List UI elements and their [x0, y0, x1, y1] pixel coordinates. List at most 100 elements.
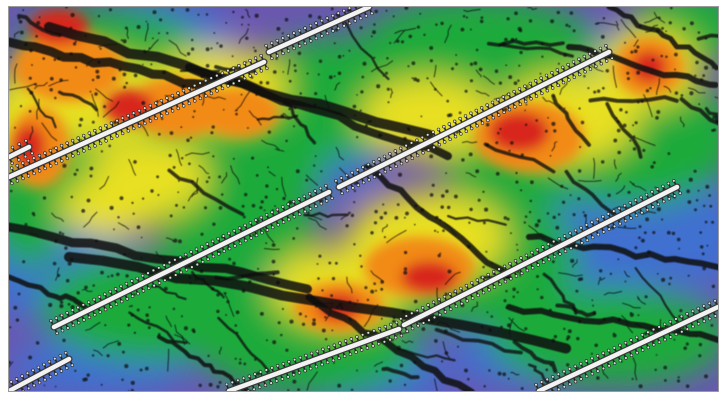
microseismic-event — [674, 52, 678, 57]
stage-port — [42, 362, 46, 367]
microseismic-event — [373, 221, 378, 225]
microseismic-event — [160, 117, 164, 121]
microseismic-event — [189, 136, 193, 139]
stage-port — [331, 358, 336, 363]
fracture-trace — [268, 171, 276, 177]
fracture-trace — [632, 357, 638, 381]
stage-port — [383, 324, 387, 329]
microseismic-event — [391, 338, 394, 342]
microseismic-event — [211, 287, 215, 291]
stage-port — [304, 353, 308, 358]
microseismic-event — [254, 358, 257, 361]
microseismic-event — [97, 15, 100, 18]
fracture-trace — [248, 110, 262, 126]
microseismic-event — [13, 305, 18, 310]
microseismic-event — [124, 364, 129, 369]
stage-port — [314, 204, 318, 208]
stage-port — [308, 207, 313, 211]
stage-port — [343, 339, 348, 343]
stage-port — [21, 176, 25, 181]
stage-port — [143, 121, 147, 126]
fracture-trace — [198, 164, 210, 175]
stage-port — [281, 205, 285, 209]
microseismic-event — [613, 138, 618, 143]
stage-port — [551, 239, 556, 244]
microseismic-event — [383, 236, 386, 239]
microseismic-event — [455, 54, 457, 56]
microseismic-event — [563, 107, 566, 110]
microseismic-event — [528, 19, 533, 23]
fracture-trace — [613, 159, 617, 170]
fracture-trace — [14, 63, 18, 84]
fracture-trace — [470, 301, 478, 312]
microseismic-event — [508, 75, 513, 79]
microseismic-event — [370, 289, 375, 294]
microseismic-event — [685, 342, 689, 346]
microseismic-event — [330, 7, 334, 11]
microseismic-event — [586, 48, 590, 51]
stage-port — [163, 278, 167, 282]
stage-port — [577, 57, 581, 61]
stage-port — [275, 54, 280, 58]
microseismic-event — [65, 7, 68, 9]
microseismic-event — [212, 222, 216, 226]
microseismic-event — [235, 112, 238, 116]
stage-port — [629, 338, 633, 342]
fracture-trace — [437, 320, 461, 333]
stage-port — [568, 231, 572, 235]
minor-fracture — [564, 169, 622, 221]
microseismic-event — [122, 39, 127, 44]
microseismic-event — [569, 11, 574, 15]
stage-port — [640, 210, 644, 215]
fracture-trace — [287, 59, 291, 75]
microseismic-event — [158, 32, 160, 35]
microseismic-event — [674, 91, 679, 95]
microseismic-event — [191, 180, 193, 183]
stage-port — [76, 136, 80, 140]
stage-port — [668, 320, 672, 324]
microseismic-event — [84, 285, 88, 290]
microseismic-event — [515, 171, 518, 175]
stage-port — [645, 208, 650, 212]
microseismic-event — [210, 131, 214, 135]
microseismic-event — [626, 77, 630, 81]
microseismic-event — [145, 366, 149, 371]
microseismic-event — [145, 313, 149, 317]
microseismic-event — [665, 30, 667, 32]
microseismic-event — [267, 130, 271, 134]
fracture-trace — [85, 321, 101, 331]
microseismic-event — [388, 379, 392, 383]
stage-port — [320, 18, 324, 23]
microseismic-event — [52, 261, 57, 266]
stage-port — [508, 261, 512, 266]
stage-port — [431, 130, 435, 134]
microseismic-event — [177, 191, 179, 193]
microseismic-event — [359, 254, 362, 257]
microseismic-event — [563, 327, 566, 330]
microseismic-event — [218, 381, 222, 384]
microseismic-event — [379, 216, 384, 220]
microseismic-event — [629, 312, 634, 317]
stage-port — [513, 259, 518, 263]
stage-port — [270, 56, 274, 61]
stage-port — [539, 380, 544, 384]
stage-port — [275, 38, 279, 43]
stage-port — [104, 139, 108, 143]
minor-fracture — [335, 13, 390, 81]
frac-stage-tick — [535, 383, 540, 391]
stage-port — [365, 346, 370, 350]
microseismic-event — [562, 200, 566, 204]
stage-port — [165, 111, 169, 116]
microseismic-event — [366, 298, 370, 302]
microseismic-event — [304, 315, 307, 318]
microseismic-event — [10, 189, 13, 193]
microseismic-event — [337, 55, 342, 59]
stage-port — [17, 142, 21, 146]
microseismic-event — [292, 379, 297, 384]
microseismic-event — [175, 204, 178, 207]
microseismic-event — [519, 29, 523, 33]
microseismic-event — [22, 9, 25, 11]
fracture-trace — [334, 81, 341, 91]
stage-port — [606, 212, 610, 216]
microseismic-event — [523, 221, 526, 224]
